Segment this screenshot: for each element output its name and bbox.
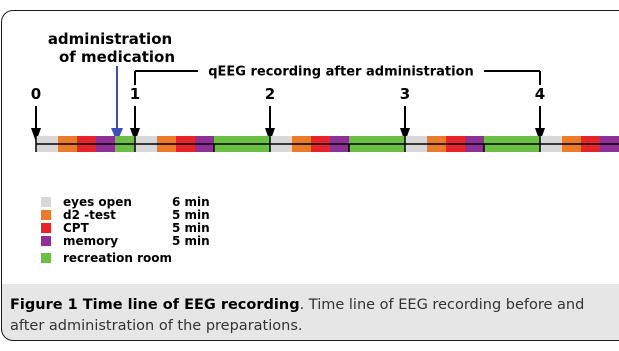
legend-swatch-cpt	[41, 223, 51, 233]
timepoint-label-2: 2	[265, 85, 275, 103]
medication-arrow	[111, 66, 123, 142]
legend-label-eyes-open: eyes open	[63, 195, 132, 209]
timepoint-label-3: 3	[400, 85, 410, 103]
timepoint-arrow-0	[31, 106, 41, 142]
timepoint-label-4: 4	[535, 85, 545, 103]
figure-caption-label: Figure 1 Time line of EEG recording	[10, 297, 300, 313]
legend: eyes open 6 min d2 -test 5 min CPT 5 min…	[41, 195, 210, 265]
figure-caption-text: . Time line of EEG recording before and …	[10, 297, 585, 334]
legend-duration-cpt: 5 min	[172, 221, 210, 235]
caption-background	[1, 284, 619, 341]
recording-label: qEEG recording after administration	[208, 65, 474, 80]
timepoint-arrow-1	[130, 106, 140, 142]
timeline-ticks	[35, 136, 541, 152]
recording-bracket	[134, 70, 541, 85]
timepoint-label-1: 1	[130, 85, 140, 103]
medication-label-line2: of medication	[59, 48, 175, 66]
legend-label-d2-test: d2 -test	[63, 208, 116, 222]
timeline-diagram: administration of medication qEEG record…	[31, 30, 619, 265]
legend-duration-d2-test: 5 min	[172, 208, 210, 222]
legend-duration-eyes-open: 6 min	[172, 195, 210, 209]
legend-label-memory: memory	[63, 234, 118, 248]
legend-label-cpt: CPT	[63, 221, 90, 235]
legend-label-recreation-room: recreation room	[63, 251, 172, 265]
legend-swatch-recreation-room	[41, 253, 51, 263]
legend-swatch-eyes-open	[41, 197, 51, 207]
medication-label-line1: administration	[48, 30, 172, 48]
figure-caption: Figure 1 Time line of EEG recording. Tim…	[10, 295, 615, 337]
timepoint-arrow-3	[400, 106, 410, 142]
timepoint-arrow-4	[535, 106, 545, 142]
legend-duration-memory: 5 min	[172, 234, 210, 248]
legend-swatch-memory	[41, 236, 51, 246]
legend-swatch-d2-test	[41, 210, 51, 220]
timepoint-arrow-2	[265, 106, 275, 142]
timepoint-label-0: 0	[31, 85, 41, 103]
